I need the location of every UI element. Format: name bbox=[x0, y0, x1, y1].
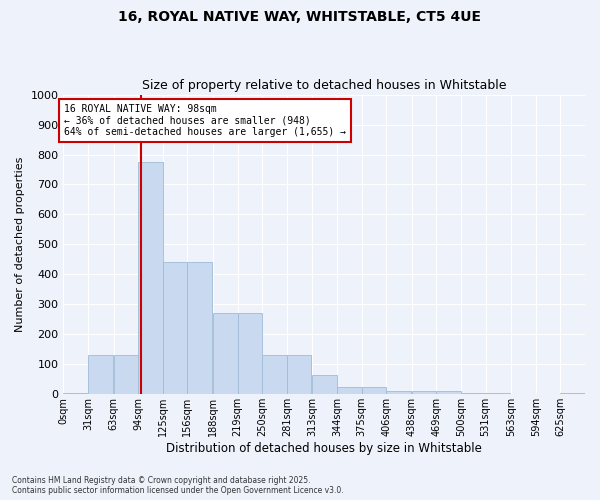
Bar bbox=[163, 262, 187, 394]
Text: Contains HM Land Registry data © Crown copyright and database right 2025.
Contai: Contains HM Land Registry data © Crown c… bbox=[12, 476, 344, 495]
Text: 16 ROYAL NATIVE WAY: 98sqm
← 36% of detached houses are smaller (948)
64% of sem: 16 ROYAL NATIVE WAY: 98sqm ← 36% of deta… bbox=[64, 104, 346, 136]
Bar bbox=[461, 393, 485, 394]
Bar bbox=[113, 356, 138, 395]
Bar bbox=[485, 393, 510, 394]
Text: 16, ROYAL NATIVE WAY, WHITSTABLE, CT5 4UE: 16, ROYAL NATIVE WAY, WHITSTABLE, CT5 4U… bbox=[119, 10, 482, 24]
Bar bbox=[64, 393, 88, 394]
Bar bbox=[337, 387, 362, 394]
Bar bbox=[362, 387, 386, 394]
Bar bbox=[436, 392, 461, 394]
Title: Size of property relative to detached houses in Whitstable: Size of property relative to detached ho… bbox=[142, 79, 506, 92]
Bar bbox=[287, 356, 311, 395]
X-axis label: Distribution of detached houses by size in Whitstable: Distribution of detached houses by size … bbox=[166, 442, 482, 455]
Bar bbox=[312, 375, 337, 394]
Bar bbox=[386, 392, 411, 394]
Bar bbox=[213, 314, 238, 394]
Bar bbox=[187, 262, 212, 394]
Bar bbox=[138, 162, 163, 394]
Bar bbox=[560, 393, 585, 394]
Bar bbox=[238, 314, 262, 394]
Y-axis label: Number of detached properties: Number of detached properties bbox=[15, 156, 25, 332]
Bar bbox=[262, 356, 287, 395]
Bar bbox=[412, 392, 436, 394]
Bar bbox=[88, 356, 113, 395]
